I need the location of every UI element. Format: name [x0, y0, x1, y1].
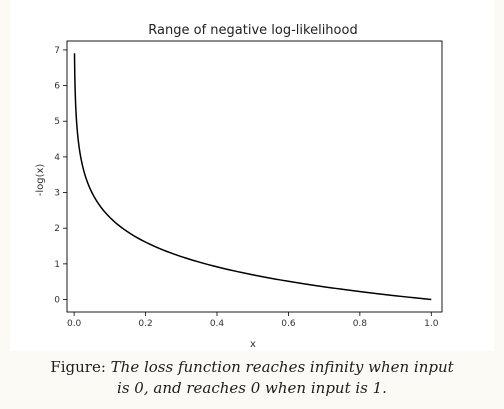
y-tick-label: 2 [54, 224, 60, 234]
axes: 0.0 0.2 0.4 0.6 0.8 1.0 0 1 2 3 4 5 6 7 [54, 40, 443, 329]
y-tick-label: 4 [54, 153, 60, 163]
x-tick-label: 0.6 [281, 319, 296, 329]
y-tick-label: 1 [54, 260, 60, 270]
chart-title: Range of negative log-likelihood [148, 23, 357, 38]
plot-frame [66, 40, 443, 313]
y-tick-label: 0 [54, 296, 60, 306]
chart: Range of negative log-likelihood 0.0 0.2 0… [35, 23, 443, 350]
plot-panel: Range of negative log-likelihood 0.0 0.2 0… [10, 0, 494, 351]
x-tick-label: 0.0 [67, 319, 82, 329]
x-tick-label: 0.8 [353, 319, 368, 329]
x-tick-label: 1.0 [424, 319, 439, 329]
caption-text-2: is 0, and reaches 0 when input is 1. [117, 379, 387, 397]
caption-prefix: Figure: [50, 358, 106, 376]
x-axis-label: x [250, 339, 256, 350]
series-layer [73, 53, 432, 301]
x-tick-label: 0.4 [210, 319, 225, 329]
y-tick-label: 7 [54, 46, 60, 56]
y-tick-label: 5 [54, 117, 60, 127]
caption-text-1: The loss function reaches infinity when … [110, 358, 454, 376]
series-line [73, 53, 432, 301]
figure-caption: Figure: The loss function reaches infini… [0, 357, 504, 399]
y-tick-label: 6 [54, 82, 60, 92]
y-tick-label: 3 [54, 189, 60, 199]
y-axis-label: -log(x) [35, 164, 46, 197]
x-tick-label: 0.2 [138, 319, 152, 329]
caption-line-1: Figure: The loss function reaches infini… [0, 357, 504, 378]
